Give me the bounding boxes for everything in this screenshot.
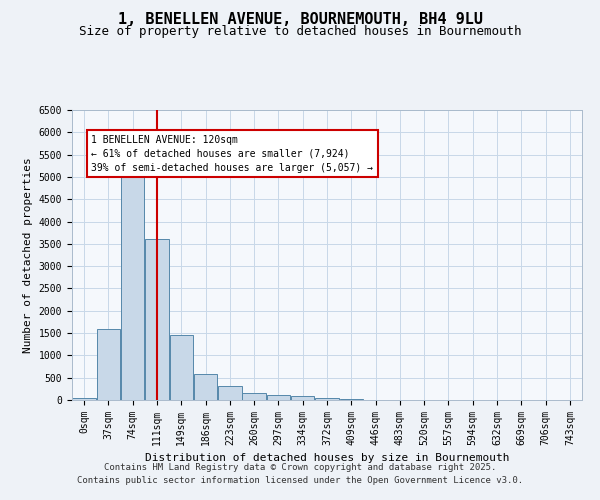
Text: 1, BENELLEN AVENUE, BOURNEMOUTH, BH4 9LU: 1, BENELLEN AVENUE, BOURNEMOUTH, BH4 9LU [118,12,482,28]
Bar [242,393,266,400]
Text: 1 BENELLEN AVENUE: 120sqm
← 61% of detached houses are smaller (7,924)
39% of se: 1 BENELLEN AVENUE: 120sqm ← 61% of detac… [91,134,373,172]
Bar [218,386,242,400]
Bar [170,336,193,400]
Text: Contains public sector information licensed under the Open Government Licence v3: Contains public sector information licen… [77,476,523,485]
Bar [121,174,145,400]
Text: Contains HM Land Registry data © Crown copyright and database right 2025.: Contains HM Land Registry data © Crown c… [104,464,496,472]
Bar [266,395,290,400]
Bar [194,374,217,400]
Bar [145,240,169,400]
Bar [315,398,339,400]
Bar [73,398,96,400]
Bar [97,328,120,400]
Text: Size of property relative to detached houses in Bournemouth: Size of property relative to detached ho… [79,25,521,38]
Bar [340,398,363,400]
X-axis label: Distribution of detached houses by size in Bournemouth: Distribution of detached houses by size … [145,454,509,464]
Bar [291,396,314,400]
Y-axis label: Number of detached properties: Number of detached properties [23,157,33,353]
